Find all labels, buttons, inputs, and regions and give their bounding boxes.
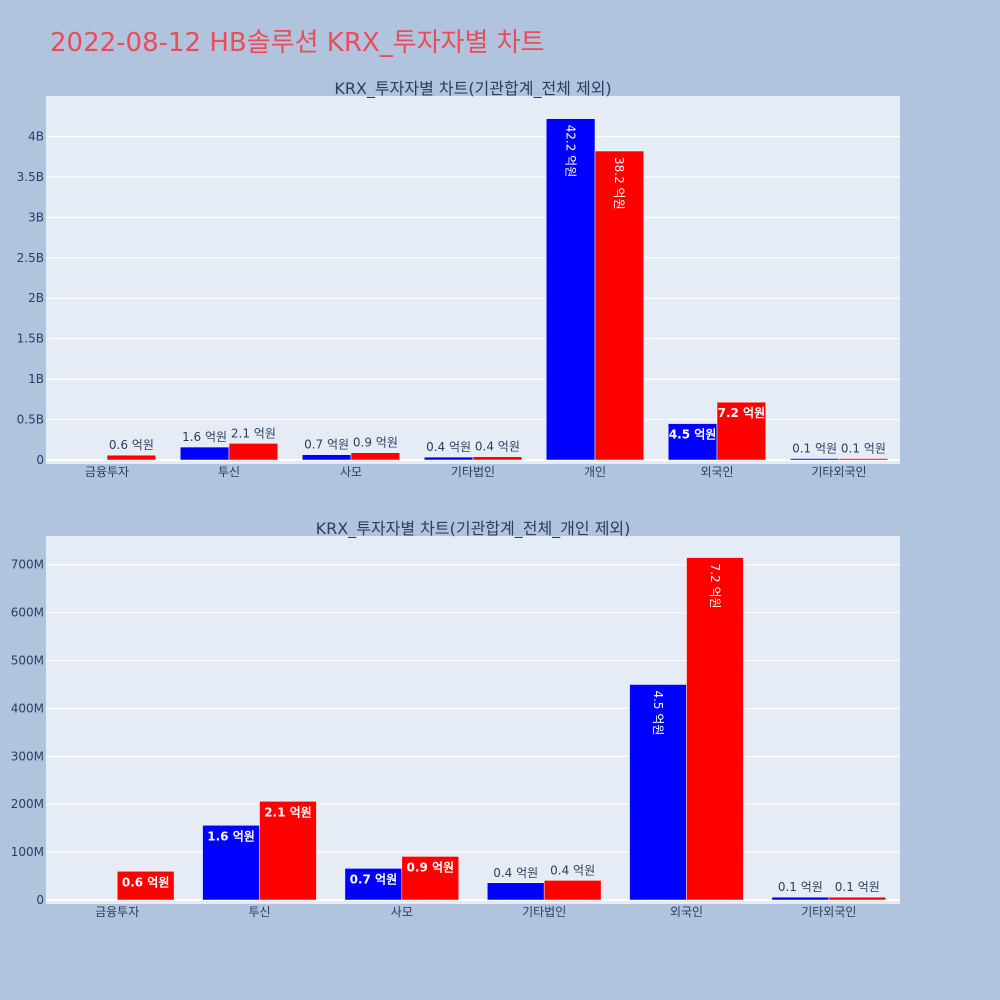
bar (116, 871, 175, 901)
bar-label: 4.5 억원 (669, 428, 717, 442)
y-tick-label: 2.5B (17, 251, 44, 265)
bar-label: 0.6 억원 (122, 875, 170, 889)
x-tick-label: 투신 (248, 905, 270, 919)
bar-label: 38.2 억원 (612, 157, 626, 210)
bar-label: 0.4 억원 (475, 440, 520, 454)
x-tick-label: 외국인 (670, 905, 703, 919)
bar-label: 7.2 억원 (708, 564, 722, 609)
bar-label: 0.4 억원 (426, 440, 471, 454)
bar (629, 684, 687, 901)
y-tick-label: 0.5B (17, 413, 44, 427)
bar (472, 456, 523, 461)
y-tick-label: 300M (11, 749, 44, 763)
x-tick-label: 개인 (584, 465, 606, 479)
y-tick-label: 0 (36, 893, 44, 907)
x-tick-label: 사모 (340, 465, 362, 479)
bar-label: 0.1 억원 (778, 880, 823, 894)
bar-label: 2.1 억원 (264, 805, 312, 819)
y-tick-label: 3.5B (17, 170, 44, 184)
x-tick-label: 금융투자 (85, 465, 129, 479)
bar (259, 801, 317, 901)
y-tick-label: 400M (11, 701, 44, 715)
y-tick-label: 1B (28, 372, 44, 386)
bar (686, 557, 744, 901)
bar-label: 0.1 억원 (841, 442, 886, 456)
bar (716, 401, 767, 461)
plot-area (46, 536, 900, 904)
chart-investor-all: 0 0.5B 1B 1.5B 2B 2.5B 3B 3.5B 4B KRX_투자자별 차트(기관합… (17, 79, 900, 479)
y-tick-label: 700M (11, 558, 44, 572)
bar (667, 423, 718, 461)
bar (106, 454, 157, 461)
bar-label: 0.7 억원 (350, 872, 398, 886)
bar-label: 2.1 억원 (231, 426, 276, 440)
y-tick-label: 200M (11, 797, 44, 811)
x-tick-label: 투신 (218, 465, 240, 479)
x-tick-label: 기타외국인 (801, 905, 856, 919)
subplot-title: KRX_투자자별 차트(기관합계_전체 제외) (334, 79, 611, 99)
y-tick-label: 100M (11, 845, 44, 859)
bar-label: 42.2 억원 (563, 125, 577, 178)
bar-label: 0.9 억원 (353, 436, 398, 450)
bar-label: 1.6 억원 (182, 430, 227, 444)
bar (543, 880, 602, 901)
bar-label: 4.5 억원 (651, 690, 665, 735)
bar (401, 856, 460, 901)
bar (228, 443, 279, 461)
y-tick-label: 4B (28, 129, 44, 143)
bar (350, 452, 401, 461)
bar-label: 0.9 억원 (407, 860, 455, 874)
subplot-title: KRX_투자자별 차트(기관합계_전체_개인 제외) (316, 519, 631, 539)
y-tick-label: 500M (11, 654, 44, 668)
bar-label: 0.6 억원 (109, 438, 154, 452)
bar-label: 0.4 억원 (550, 863, 595, 877)
bar (828, 896, 887, 901)
bar (202, 825, 260, 901)
bar (838, 458, 889, 461)
x-tick-label: 사모 (391, 905, 413, 919)
bar-label: 0.1 억원 (792, 442, 837, 456)
bar-label: 0.4 억원 (493, 866, 538, 880)
bar (594, 150, 645, 461)
x-tick-label: 금융투자 (95, 905, 139, 919)
x-tick-label: 기타법인 (522, 905, 566, 919)
x-tick-label: 기타외국인 (811, 465, 866, 479)
bar-label: 7.2 억원 (718, 406, 766, 420)
bar (486, 882, 545, 901)
bar-label: 1.6 억원 (207, 829, 255, 843)
bar (771, 896, 830, 901)
y-tick-label: 600M (11, 606, 44, 620)
y-tick-label: 0 (36, 453, 44, 467)
bar-label: 0.7 억원 (304, 438, 349, 452)
y-tick-label: 1.5B (17, 332, 44, 346)
y-tick-label: 2B (28, 291, 44, 305)
bar-label: 0.1 억원 (835, 880, 880, 894)
x-tick-label: 외국인 (700, 465, 733, 479)
y-tick-label: 3B (28, 210, 44, 224)
x-tick-label: 기타법인 (451, 465, 495, 479)
page-title: 2022-08-12 HB솔루션 KRX_투자자별 차트 (50, 28, 545, 58)
